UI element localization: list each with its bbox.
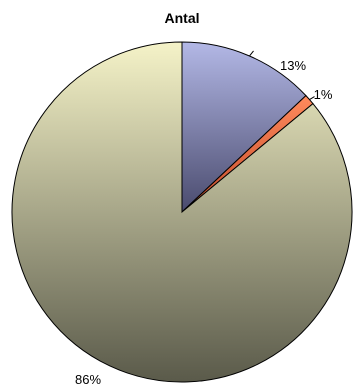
slice-label-13pct: 13% [280,58,306,73]
slice-label-1pct: 1% [314,87,333,102]
leader-line-0 [249,50,254,57]
slice-label-86pct: 86% [75,372,101,387]
leader-line-1 [309,96,315,101]
chart-title: Antal [164,10,200,26]
pie-slice-13pct [181,41,307,214]
pie-slice-86pct [11,41,353,383]
